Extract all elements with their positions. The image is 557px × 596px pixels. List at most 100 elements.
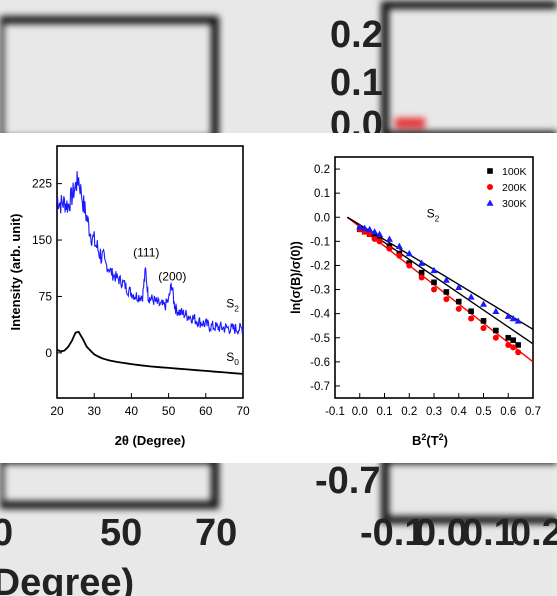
mr-point-300K	[492, 307, 500, 315]
mr-x-tick-label: 0.6	[500, 406, 516, 418]
mr-y-tick-label: -0.7	[310, 381, 330, 393]
xrd-x-tick-label: 60	[199, 404, 213, 418]
mr-legend-label-100K: 100K	[502, 166, 527, 178]
mr-y-tick-label: -0.1	[310, 236, 330, 248]
mr-point-200K	[468, 315, 475, 322]
mr-point-300K	[467, 293, 475, 300]
mr-legend-marker-200K	[487, 184, 493, 190]
mr-point-200K	[396, 252, 403, 259]
mr-point-300K	[395, 242, 403, 249]
mr-point-200K	[515, 349, 522, 356]
mr-y-tick-label: -0.4	[310, 309, 330, 321]
mr-x-axis-label-part: 2	[439, 432, 444, 442]
mr-point-100K	[515, 342, 521, 348]
mr-point-300K	[366, 225, 374, 233]
xrd-x-tick-label: 70	[236, 404, 250, 418]
xrd-peak-label-0: (111)	[133, 246, 159, 260]
mr-x-tick-label: 0.1	[377, 406, 393, 418]
mr-point-200K	[480, 325, 487, 332]
xrd-y-tick-label: 0	[45, 346, 52, 360]
bg-label: 70	[195, 512, 238, 554]
mr-point-300K	[514, 317, 522, 324]
mr-point-200K	[492, 334, 499, 341]
bg-label: 50	[100, 512, 143, 554]
mr-y-tick-label: -0.2	[310, 260, 330, 272]
mr-point-200K	[443, 296, 450, 303]
mr-x-tick-label: 0.7	[525, 406, 541, 418]
xrd-series-label-3: S0	[226, 350, 239, 367]
xrd-series-label-2: S2	[226, 297, 239, 314]
bg-label: -0.1	[360, 512, 426, 554]
xrd-y-tick-label: 75	[39, 289, 53, 303]
mr-legend-marker-300K	[486, 199, 494, 206]
mr-legend-marker-100K	[487, 168, 493, 174]
mr-point-300K	[480, 300, 487, 307]
mr-point-100K	[455, 298, 462, 305]
mr-point-200K	[418, 274, 425, 281]
mr-y-tick-label: 0.1	[314, 188, 330, 200]
mr-point-100K	[505, 334, 512, 341]
mr-point-300K	[371, 228, 379, 235]
xrd-series-s2	[56, 171, 244, 335]
bg-label: 0.0	[415, 512, 468, 554]
bg-label: 0.2	[330, 14, 383, 56]
xrd-y-tick-label: 225	[32, 177, 52, 191]
mr-x-tick-label: 0.2	[401, 406, 417, 418]
mr-y-tick-label: 0.0	[314, 212, 330, 224]
xrd-peak-label-1: (200)	[158, 270, 186, 284]
xrd-series-s0	[56, 330, 244, 375]
mr-y-tick-label: -0.3	[310, 285, 330, 297]
mr-point-100K	[418, 269, 425, 276]
mr-point-200K	[431, 286, 437, 293]
bg-label: (Degree)	[0, 562, 135, 596]
mr-point-300K	[385, 235, 393, 242]
mr-x-tick-label: 0.4	[451, 406, 468, 418]
mr-point-300K	[418, 259, 426, 266]
xrd-series-label-3-subscript: 0	[234, 357, 239, 367]
mr-y-tick-label: 0.2	[314, 164, 330, 176]
bg-label: 0.2	[510, 512, 557, 554]
mr-point-300K	[442, 276, 450, 283]
mr-x-tick-label: 0.5	[476, 406, 492, 418]
mr-x-tick-label: 0.0	[352, 406, 368, 418]
xrd-x-tick-label: 50	[162, 404, 176, 418]
mr-point-100K	[443, 289, 450, 295]
mr-point-200K	[371, 235, 378, 242]
mr-legend-label-300K: 300K	[502, 198, 527, 210]
xrd-y-tick-label: 150	[32, 233, 52, 247]
mr-point-300K	[376, 230, 384, 237]
mr-point-300K	[455, 283, 463, 290]
mr-legend-label-200K: 200K	[502, 182, 527, 194]
mr-x-axis-label-part: )	[444, 433, 448, 448]
xrd-x-axis-label: 2θ (Degree)	[115, 433, 186, 448]
mr-point-300K	[361, 224, 369, 231]
mr-y-tick-label: -0.6	[310, 357, 330, 369]
mr-point-200K	[376, 238, 383, 245]
mr-y-axis-label: ln(σ(B)/σ(0))	[289, 241, 303, 314]
mr-point-100K	[480, 318, 487, 324]
mr-x-axis-label-part: 2	[421, 432, 426, 442]
mr-y-tick-label: -0.5	[310, 333, 330, 345]
mr-point-100K	[468, 308, 474, 315]
mr-sample-label-subscript: 2	[435, 213, 440, 223]
mr-point-300K	[356, 223, 364, 230]
mr-x-tick-label: -0.1	[325, 406, 345, 418]
xrd-y-axis-label: Intensity (arb. unit)	[8, 214, 23, 331]
bg-label: 0.1	[330, 62, 383, 104]
mr-point-300K	[430, 266, 438, 274]
mr-point-300K	[509, 314, 517, 322]
xrd-series-label-2-subscript: 2	[234, 304, 239, 314]
mr-point-300K	[504, 312, 512, 319]
mr-sample-label-main: S	[427, 206, 435, 220]
figure-panel: 20 30 40 50 60 70 0 75 150 225 2θ (Degree) Intensit…	[0, 133, 557, 463]
mr-x-axis-label: B2(T2)	[412, 432, 448, 448]
bg-label: -0.7	[315, 460, 381, 502]
xrd-x-tick-label: 30	[88, 404, 102, 418]
mr-point-200K	[505, 341, 512, 348]
mr-point-100K	[493, 327, 499, 334]
mr-chart: -0.1 0.0 0.1 0.2 0.3 0.4 0.5 0.6 0.7 0.2 0.1 0.0 -0.…	[289, 156, 541, 448]
mr-point-100K	[431, 279, 437, 286]
mr-x-axis-label-part: B	[412, 433, 421, 448]
